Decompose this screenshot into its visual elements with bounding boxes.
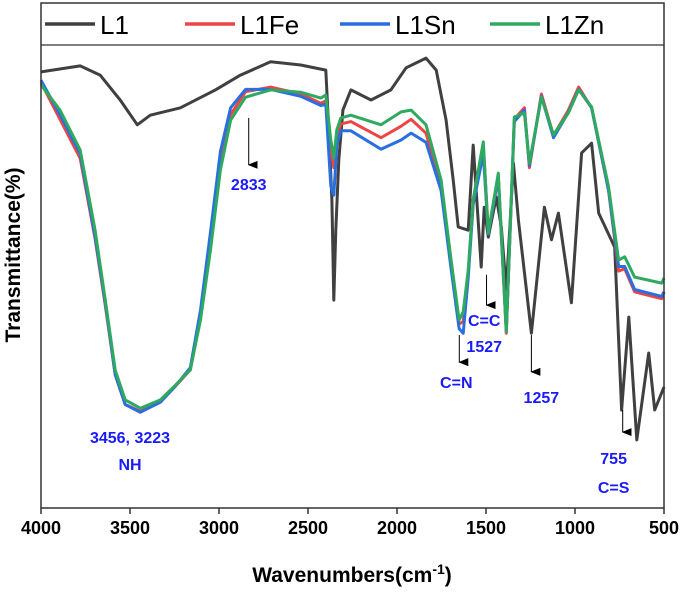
legend-label-l1: L1 (100, 10, 129, 40)
x-tick-label: 1000 (555, 518, 595, 538)
x-axis-label-main: Wavenumbers(cm (252, 564, 432, 587)
x-axis-label: Wavenumbers(cm-1) (252, 561, 452, 587)
annotation-label: C=N (440, 375, 472, 392)
legend-label-l1zn: L1Zn (545, 10, 604, 40)
annotations: 2833 3456, 3223 NH C=N C=C 1527 1257 755 C=S (90, 117, 632, 497)
x-axis-label-close: ) (445, 564, 452, 587)
x-axis-label-sup: -1 (432, 561, 445, 577)
series-line-l1sn (39, 79, 666, 414)
annotation-label: 2833 (231, 177, 267, 194)
annotation-label: 3456, 3223 (90, 430, 170, 447)
series-line-l1 (40, 56, 666, 442)
y-axis-label: Transmittance(%) (2, 167, 25, 342)
series-layer (39, 56, 666, 442)
series-line-l1zn (39, 83, 666, 410)
annotation-label: 1527 (466, 339, 502, 356)
legend-label-l1sn: L1Sn (395, 10, 456, 40)
annotation-label: C=S (598, 480, 630, 497)
legend: L1 L1Fe L1Sn L1Zn (45, 10, 604, 40)
annotation-label: 1257 (524, 390, 560, 407)
x-axis-ticks: 4000 3500 3000 2500 2000 1500 1000 500 (21, 508, 679, 538)
x-tick-label: 3500 (110, 518, 150, 538)
annotation-label: 755 (600, 451, 627, 468)
x-tick-label: 1500 (466, 518, 506, 538)
x-tick-label: 2500 (288, 518, 328, 538)
x-tick-label: 2000 (377, 518, 417, 538)
x-tick-label: 3000 (199, 518, 239, 538)
plot-frame (40, 2, 665, 509)
annotation-label: NH (118, 457, 141, 474)
x-tick-label: 500 (649, 518, 679, 538)
x-tick-label: 4000 (21, 518, 61, 538)
legend-label-l1fe: L1Fe (240, 10, 299, 40)
annotation-label: C=C (468, 313, 501, 330)
